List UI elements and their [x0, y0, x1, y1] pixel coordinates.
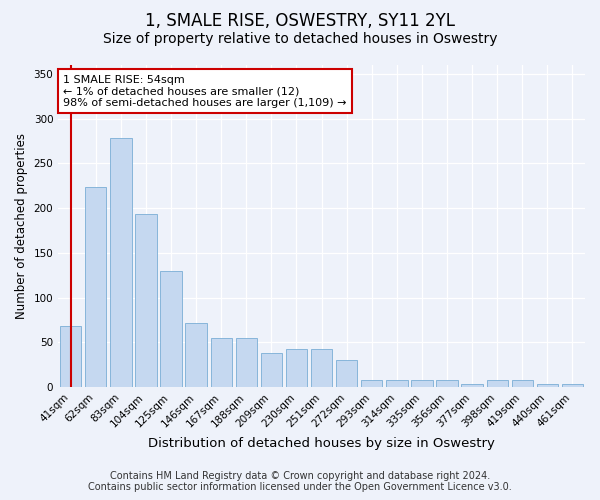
- Bar: [110, 138, 131, 387]
- Bar: [562, 384, 583, 387]
- Text: Size of property relative to detached houses in Oswestry: Size of property relative to detached ho…: [103, 32, 497, 46]
- Bar: [85, 186, 106, 387]
- Bar: [185, 322, 207, 387]
- Bar: [537, 384, 558, 387]
- Bar: [461, 384, 483, 387]
- Bar: [160, 270, 182, 387]
- Bar: [261, 353, 282, 387]
- Y-axis label: Number of detached properties: Number of detached properties: [15, 133, 28, 319]
- Bar: [286, 350, 307, 387]
- Bar: [311, 350, 332, 387]
- Bar: [336, 360, 358, 387]
- Text: 1, SMALE RISE, OSWESTRY, SY11 2YL: 1, SMALE RISE, OSWESTRY, SY11 2YL: [145, 12, 455, 30]
- Bar: [211, 338, 232, 387]
- X-axis label: Distribution of detached houses by size in Oswestry: Distribution of detached houses by size …: [148, 437, 495, 450]
- Bar: [436, 380, 458, 387]
- Bar: [361, 380, 382, 387]
- Bar: [512, 380, 533, 387]
- Bar: [386, 380, 407, 387]
- Bar: [136, 214, 157, 387]
- Bar: [411, 380, 433, 387]
- Bar: [236, 338, 257, 387]
- Text: Contains HM Land Registry data © Crown copyright and database right 2024.
Contai: Contains HM Land Registry data © Crown c…: [88, 471, 512, 492]
- Text: 1 SMALE RISE: 54sqm
← 1% of detached houses are smaller (12)
98% of semi-detache: 1 SMALE RISE: 54sqm ← 1% of detached hou…: [64, 74, 347, 108]
- Bar: [487, 380, 508, 387]
- Bar: [60, 326, 82, 387]
